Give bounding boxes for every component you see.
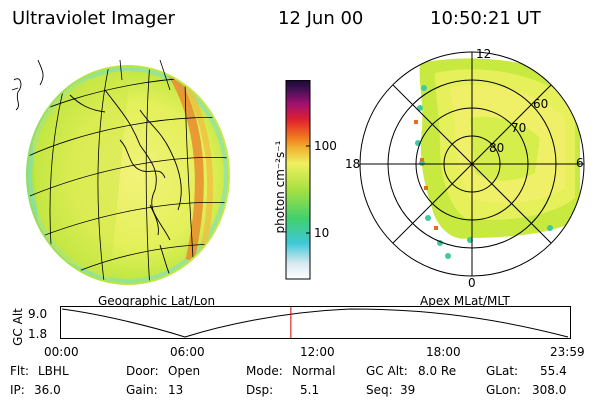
seq-value: 39	[400, 383, 416, 397]
auroral-band	[166, 67, 204, 261]
colorbar	[285, 80, 311, 280]
polar-mlt-0: 0	[468, 276, 476, 290]
altitude-timeline	[60, 306, 571, 339]
right-panel-caption: Apex MLat/MLT	[420, 294, 510, 308]
left-panel-caption: Geographic Lat/Lon	[98, 294, 216, 308]
time-label: 10:50:21 UT	[430, 8, 541, 29]
gain-label: Gain:	[126, 383, 158, 397]
timeline-x-0000: 00:00	[44, 345, 79, 359]
timeline-y-tick-max: 9.0	[28, 307, 48, 321]
glat-label: GLat:	[486, 364, 519, 378]
timeline-x-1800: 18:00	[426, 345, 461, 359]
dsp-value: 5.1	[300, 383, 320, 397]
gcalt-value: 8.0 Re	[418, 364, 457, 378]
timeline-x-1200: 12:00	[300, 345, 335, 359]
flt-label: Flt:	[10, 364, 29, 378]
timeline-y-label: GC Alt	[11, 308, 25, 346]
timeline-y-tick-min: 1.8	[28, 327, 48, 341]
polar-mlt-plot	[359, 51, 585, 277]
glon-label: GLon:	[486, 383, 521, 397]
polar-mlt-6: 6	[576, 156, 584, 170]
altitude-curve	[61, 308, 569, 338]
colorbar-tick-10: 10	[314, 226, 330, 240]
ip-label: IP:	[10, 383, 25, 397]
gain-value: 13	[168, 383, 184, 397]
polar-mlt-18: 18	[345, 157, 361, 171]
timeline-x-0600: 06:00	[170, 345, 205, 359]
gcalt-label: GC Alt:	[366, 364, 408, 378]
colorbar-tick-100: 100	[314, 139, 337, 153]
seq-label: Seq:	[366, 383, 393, 397]
colorbar-axis-label: photon cm⁻²s⁻¹	[273, 140, 287, 234]
mode-label: Mode:	[246, 364, 283, 378]
date-label: 12 Jun 00	[278, 8, 364, 29]
polar-lat-80: 80	[489, 141, 505, 155]
timeline-x-2359: 23:59	[550, 345, 585, 359]
mode-value: Normal	[292, 364, 336, 378]
ip-value: 36.0	[34, 383, 61, 397]
glon-value: 308.0	[532, 383, 567, 397]
door-label: Door:	[126, 364, 159, 378]
polar-lat-70: 70	[511, 121, 527, 135]
geographic-globe-image	[11, 59, 230, 285]
instrument-title: Ultraviolet Imager	[12, 8, 175, 29]
coastline-fragments	[11, 59, 44, 111]
flt-value: LBHL	[38, 364, 69, 378]
dsp-label: Dsp:	[246, 383, 274, 397]
polar-mlt-12: 12	[476, 47, 492, 61]
door-value: Open	[168, 364, 201, 378]
glat-value: 55.4	[540, 364, 567, 378]
polar-lat-60: 60	[533, 97, 549, 111]
